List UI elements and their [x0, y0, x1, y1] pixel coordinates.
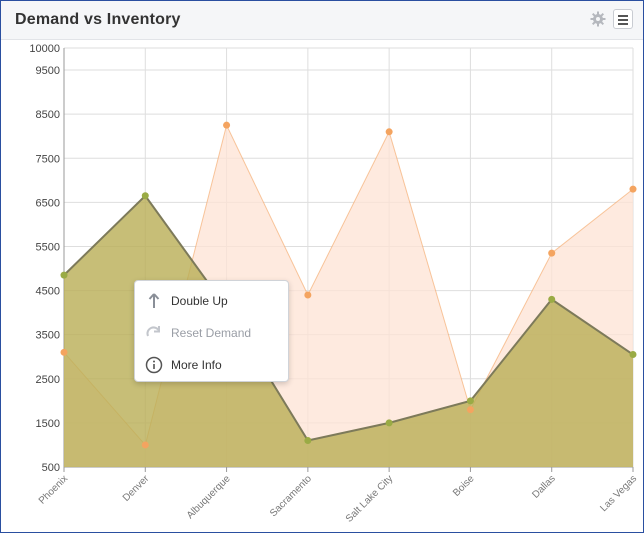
context-menu-label: More Info — [171, 358, 222, 372]
context-menu-item-more-info[interactable]: More Info — [135, 349, 288, 381]
x-tick-label: Albuquerque — [185, 473, 233, 521]
hamburger-icon — [618, 15, 628, 17]
panel-header: Demand vs Inventory — [1, 1, 643, 40]
y-tick-label: 4500 — [36, 286, 60, 298]
arrow-up-icon — [148, 293, 160, 308]
y-tick-label: 6500 — [36, 197, 60, 209]
y-tick-label: 7500 — [36, 153, 60, 165]
hamburger-menu-button[interactable] — [613, 9, 633, 29]
x-tick-label: Phoenix — [37, 473, 70, 506]
series-0-point[interactable] — [223, 121, 231, 129]
y-tick-label: 5500 — [36, 241, 60, 253]
series-1-point[interactable] — [629, 351, 637, 359]
series-1-point[interactable] — [548, 295, 556, 303]
series-1-point[interactable] — [141, 192, 149, 200]
gear-icon[interactable] — [590, 11, 606, 27]
context-menu: Double Up Reset Demand More Info — [134, 280, 289, 382]
series-1-point[interactable] — [304, 437, 312, 445]
area-chart[interactable]: 500 1500 2500 3500 4500 5500 6500 7500 8500 9500 1… — [1, 40, 643, 532]
y-tick-label: 2500 — [36, 374, 60, 386]
context-menu-item-reset-demand[interactable]: Reset Demand — [135, 317, 288, 349]
x-axis-ticks: Phoenix Denver Albuquerque Sacramento Salt L… — [37, 467, 639, 525]
x-tick-label: Sacramento — [268, 473, 314, 519]
series-0-point[interactable] — [141, 441, 149, 449]
y-tick-label: 500 — [42, 462, 60, 474]
x-tick-label: Denver — [121, 473, 152, 504]
chart-points — [60, 121, 637, 449]
series-0-point[interactable] — [385, 128, 393, 136]
x-tick-label: Dallas — [530, 473, 557, 500]
series-1-area — [64, 195, 633, 467]
y-tick-label: 1500 — [36, 418, 60, 430]
x-tick-label: Salt Lake City — [344, 473, 395, 524]
context-menu-item-double-up[interactable]: Double Up — [135, 285, 288, 317]
y-tick-label: 3500 — [36, 330, 60, 342]
series-1-point[interactable] — [466, 397, 474, 405]
y-tick-label: 10000 — [29, 43, 60, 55]
series-0-point[interactable] — [548, 249, 556, 257]
series-1-line — [63, 194, 634, 442]
series-0-point[interactable] — [466, 406, 474, 414]
panel-title: Demand vs Inventory — [15, 11, 181, 28]
series-1-point[interactable] — [385, 419, 393, 427]
y-tick-label: 8500 — [36, 109, 60, 121]
x-tick-label: Las Vegas — [598, 473, 639, 514]
series-0-point[interactable] — [304, 291, 312, 299]
series-1-point[interactable] — [60, 271, 68, 279]
series-0-point[interactable] — [629, 185, 637, 193]
context-menu-label: Reset Demand — [171, 326, 252, 340]
series-0-point[interactable] — [60, 348, 68, 356]
context-menu-label: Double Up — [171, 294, 228, 308]
x-tick-label: Boise — [451, 473, 477, 499]
info-icon — [145, 356, 163, 374]
y-axis-ticks: 500 1500 2500 3500 4500 5500 6500 7500 8500 9500 1… — [29, 43, 60, 474]
redo-icon — [146, 326, 160, 337]
y-tick-label: 9500 — [36, 65, 60, 77]
